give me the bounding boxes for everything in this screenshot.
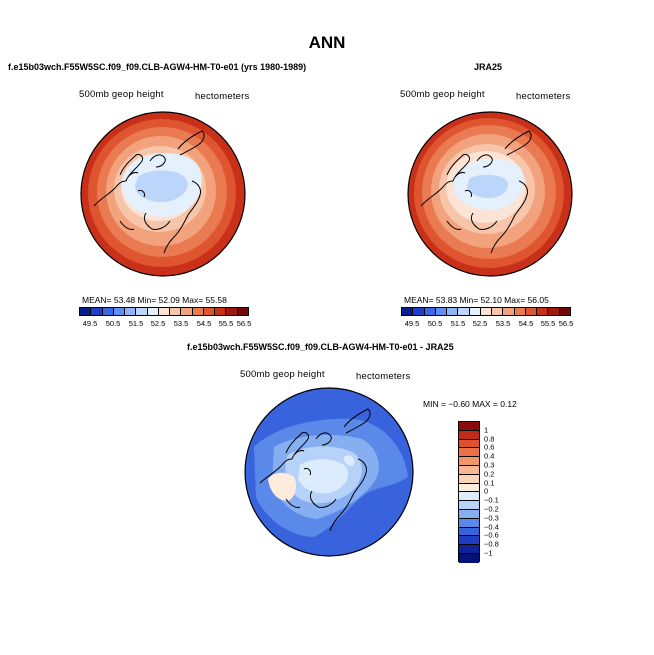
- colorbar-tick: 49.5: [404, 319, 420, 328]
- colorbar-tick: 53.5: [173, 319, 189, 328]
- diff-panel-title: f.e15b03wch.F55W5SC.f09_f09.CLB-AGW4-HM-…: [187, 342, 454, 352]
- obs-colorbar: [401, 307, 571, 316]
- diff-polar-map: [244, 387, 414, 557]
- colorbar-tick: 0.2: [484, 469, 495, 479]
- figure-title: ANN: [308, 33, 346, 52]
- colorbar-tick: 50.5: [427, 319, 443, 328]
- model-coastlines: [93, 130, 205, 254]
- obs-colorbar-ticks: 49.5 50.5 51.5 52.5 53.5 54.5 55.5 56.5: [401, 319, 574, 329]
- diff-colorbar-ticks: 1 0.8 0.6 0.4 0.3 0.2 0.1 0 −0.1 −0.2 −0…: [484, 421, 514, 562]
- colorbar-tick: −0.8: [484, 539, 499, 549]
- colorbar-tick: 0.4: [484, 451, 495, 461]
- colorbar-tick: 0.3: [484, 460, 495, 470]
- diff-colorbar: [458, 421, 480, 563]
- model-colorbar-ticks: 49.5 50.5 51.5 52.5 53.5 54.5 55.5 56.5: [79, 319, 252, 329]
- model-stats: MEAN= 53.48 Min= 52.09 Max= 55.58: [82, 295, 227, 305]
- colorbar-tick: 54.5: [518, 319, 534, 328]
- diff-units-label: hectometers: [356, 371, 411, 382]
- obs-panel-title: JRA25: [474, 62, 503, 72]
- obs-variable-label: 500mb geop height: [400, 89, 485, 100]
- colorbar-tick: 49.5: [82, 319, 98, 328]
- obs-coastlines: [420, 130, 532, 254]
- colorbar-tick: 1: [484, 425, 489, 435]
- model-contour-fill: [81, 112, 245, 276]
- diff-coastlines: [259, 408, 371, 532]
- colorbar-tick: 55.5: [218, 319, 234, 328]
- obs-polar-map: [407, 111, 573, 277]
- obs-contour-fill: [408, 112, 572, 276]
- colorbar-tick: 0.1: [484, 478, 495, 488]
- colorbar-tick: 53.5: [495, 319, 511, 328]
- colorbar-tick: 56.5: [558, 319, 574, 328]
- colorbar-tick: 52.5: [472, 319, 488, 328]
- colorbar-tick: 0: [484, 486, 489, 496]
- colorbar-tick: 0.6: [484, 442, 495, 452]
- diff-variable-label: 500mb geop height: [240, 369, 325, 380]
- colorbar-tick: −0.4: [484, 522, 499, 532]
- model-variable-label: 500mb geop height: [79, 89, 164, 100]
- colorbar-tick: 51.5: [450, 319, 466, 328]
- colorbar-tick: −0.3: [484, 513, 499, 523]
- colorbar-tick: 52.5: [150, 319, 166, 328]
- colorbar-tick: 54.5: [196, 319, 212, 328]
- diff-stats: MIN = −0.60 MAX = 0.12: [423, 399, 517, 409]
- colorbar-tick: −1: [484, 548, 493, 558]
- colorbar-tick: 50.5: [105, 319, 121, 328]
- obs-units-label: hectometers: [516, 91, 571, 102]
- colorbar-tick: 0.8: [484, 434, 495, 444]
- model-colorbar: [79, 307, 249, 316]
- model-units-label: hectometers: [195, 91, 250, 102]
- colorbar-tick: 51.5: [128, 319, 144, 328]
- obs-stats: MEAN= 53.83 Min= 52.10 Max= 56.05: [404, 295, 549, 305]
- colorbar-tick: −0.6: [484, 530, 499, 540]
- colorbar-tick: 56.5: [236, 319, 252, 328]
- model-panel-title: f.e15b03wch.F55W5SC.f09_f09.CLB-AGW4-HM-…: [8, 62, 307, 72]
- colorbar-tick: −0.2: [484, 504, 499, 514]
- diff-contour-fill: [245, 388, 413, 556]
- colorbar-tick: −0.1: [484, 495, 499, 505]
- model-polar-map: [80, 111, 246, 277]
- colorbar-tick: 55.5: [540, 319, 556, 328]
